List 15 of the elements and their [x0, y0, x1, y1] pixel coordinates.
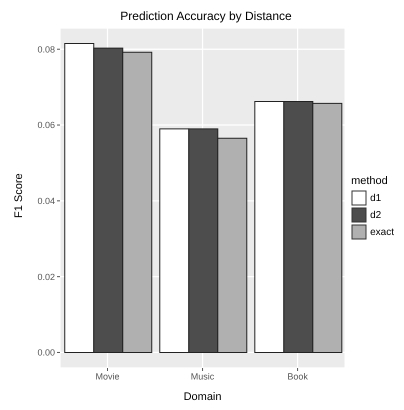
legend-label: exact [370, 226, 394, 238]
y-tick-label: 0.00 [37, 348, 55, 358]
legend-label: d1 [370, 192, 382, 204]
x-tick-label: Movie [96, 371, 120, 382]
legend-title: method [351, 175, 389, 187]
y-tick-label: 0.08 [37, 44, 55, 54]
x-tick-label: Music [190, 371, 215, 382]
x-tick-label: Book [287, 371, 308, 382]
x-axis-title: Domain [184, 391, 222, 403]
chart-title: Prediction Accuracy by Distance [120, 9, 292, 23]
legend-label: d2 [370, 210, 382, 220]
y-tick-label: 0.06 [37, 120, 55, 130]
y-tick-label: 0.04 [37, 196, 55, 206]
y-tick-label: 0.02 [37, 272, 55, 282]
y-axis-title: F1 Score [12, 173, 25, 218]
